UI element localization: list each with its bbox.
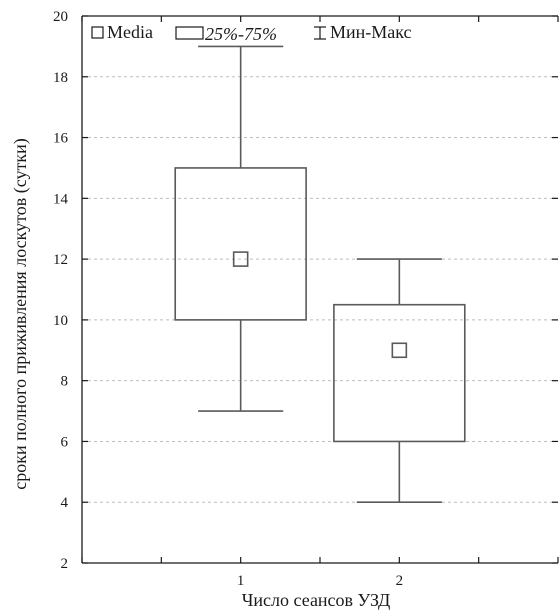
median-marker (232, 251, 249, 267)
y-tick-label: 18 (53, 70, 68, 86)
legend-median-marker (91, 26, 104, 39)
y-tick-label: 10 (53, 313, 68, 329)
y-tick-label: 4 (61, 495, 69, 511)
y-axis-title: сроки полного приживления лоскутов (сутк… (10, 138, 31, 489)
y-tick-label: 6 (61, 434, 69, 450)
y-tick-label: 12 (53, 252, 68, 268)
median-marker (391, 342, 408, 359)
y-tick-label: 2 (61, 556, 69, 572)
iqr-box (174, 167, 307, 321)
y-tick-label: 20 (53, 9, 68, 25)
legend: Media 25%-75% Мин-Макс (91, 22, 412, 44)
y-tick-label: 14 (53, 191, 69, 207)
x-tick-label: 1 (237, 573, 245, 589)
gridlines (82, 76, 558, 503)
legend-median-label: Media (107, 22, 153, 42)
iqr-box (333, 303, 466, 443)
box-2 (333, 258, 466, 504)
box-1 (174, 45, 307, 412)
x-tick-label: 2 (396, 573, 404, 589)
y-tick-label: 8 (61, 374, 69, 390)
y-tick-label: 16 (53, 131, 69, 147)
legend-box-marker (175, 26, 204, 40)
legend-whisker-label: Мин-Макс (330, 22, 412, 42)
legend-box-label: 25%-75% (205, 24, 277, 44)
legend-whisker-marker (314, 26, 326, 40)
boxes (174, 45, 466, 504)
x-axis-title: Число сеансов УЗД (242, 590, 391, 610)
